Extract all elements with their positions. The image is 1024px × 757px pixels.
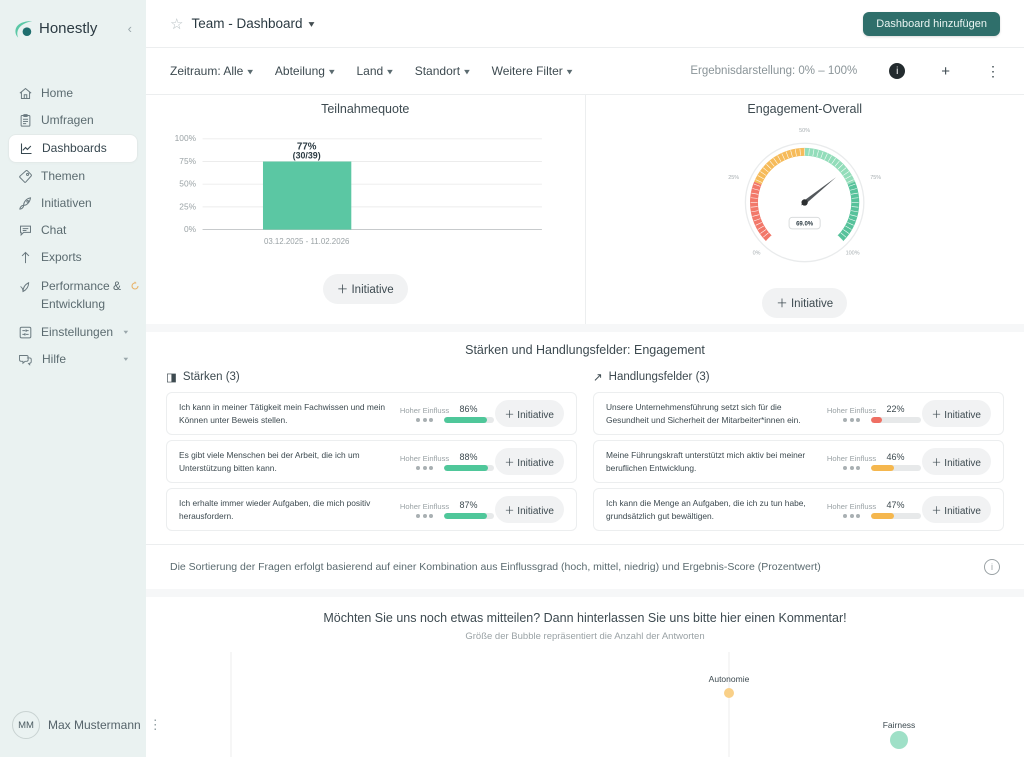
svg-text:75%: 75% <box>870 175 881 181</box>
svg-text:75%: 75% <box>179 156 196 166</box>
svg-text:Autonomie: Autonomie <box>709 674 750 684</box>
svg-text:03.12.2025 - 11.02.2026: 03.12.2025 - 11.02.2026 <box>264 237 350 246</box>
svg-text:100%: 100% <box>175 133 197 143</box>
svg-text:50%: 50% <box>179 179 196 189</box>
svg-text:(30/39): (30/39) <box>293 150 321 160</box>
svg-text:Fairness: Fairness <box>883 720 916 730</box>
svg-text:25%: 25% <box>728 175 739 181</box>
svg-text:25%: 25% <box>179 201 196 211</box>
svg-text:69.0%: 69.0% <box>796 221 814 227</box>
svg-text:50%: 50% <box>799 128 810 134</box>
svg-text:100%: 100% <box>846 250 860 256</box>
svg-text:0%: 0% <box>753 250 761 256</box>
svg-text:0%: 0% <box>184 224 197 234</box>
